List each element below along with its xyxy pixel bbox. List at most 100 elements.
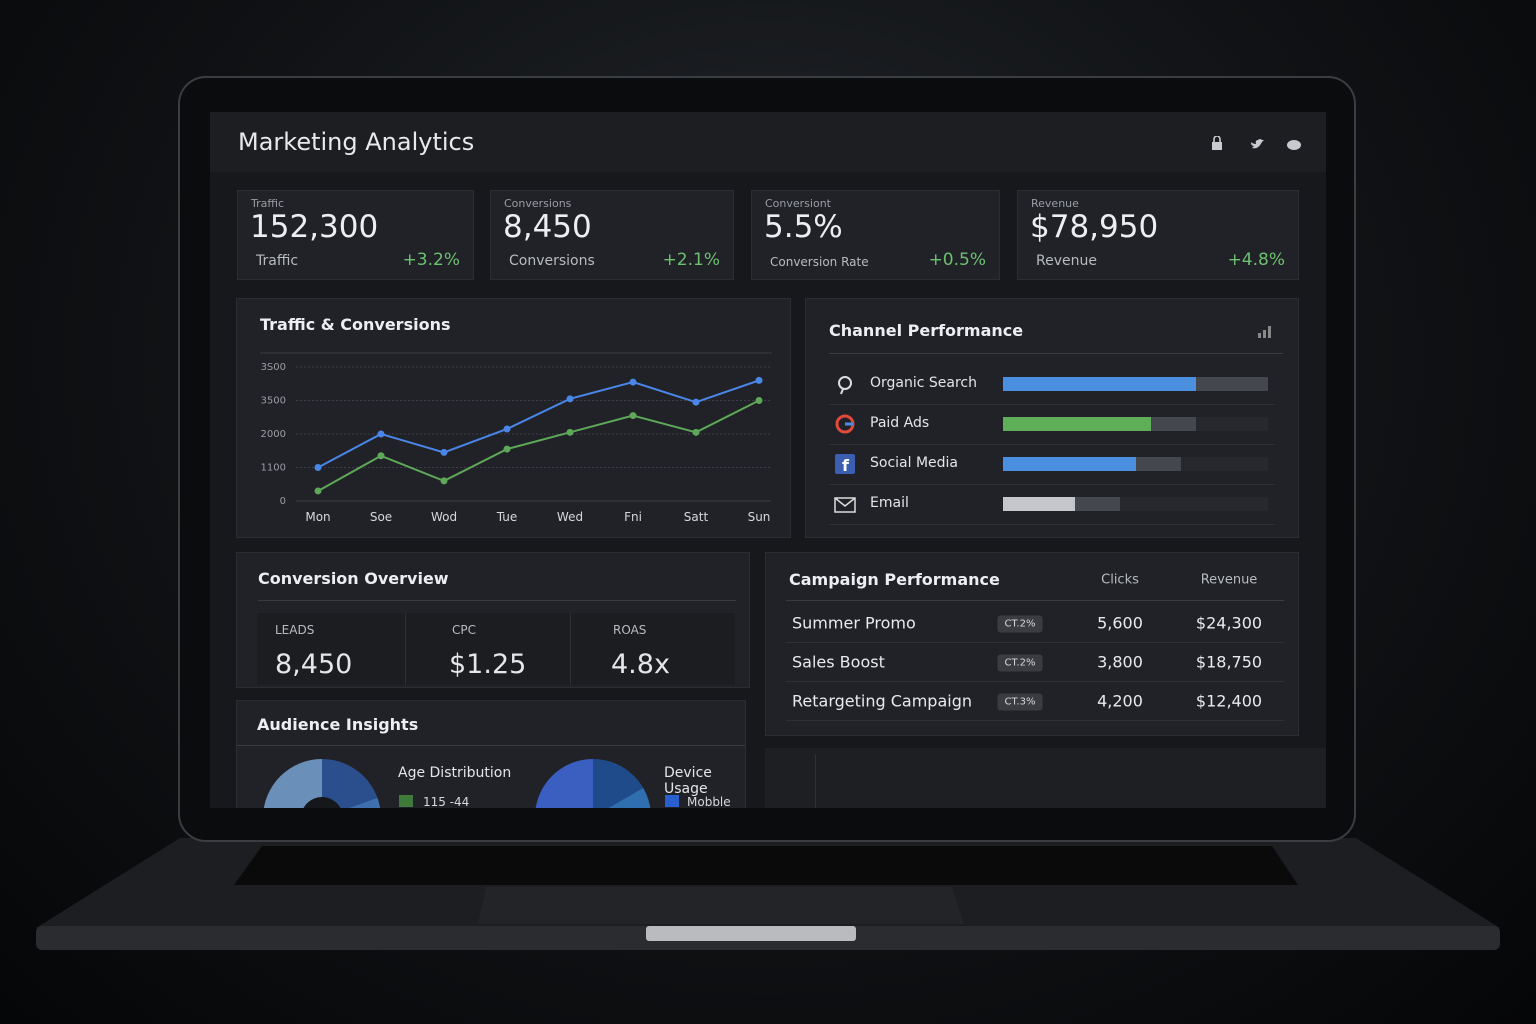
device-donut [535,759,651,808]
point [692,398,700,406]
title-rule [237,745,745,746]
ctr-badge: CT.2% [997,615,1043,633]
y-tick-label: 2000 [261,429,286,440]
row-separator [829,444,1275,445]
point [503,445,511,453]
metric-value: 8,450 [275,649,353,680]
age-donut [263,759,381,808]
x-tick-label: Sun [748,510,771,524]
row-separator [829,524,1275,525]
point [692,428,700,436]
column-header: Revenue [1200,572,1258,588]
metric-label: ROAS [613,623,647,637]
kpi-label: Revenue [1031,197,1079,210]
x-tick-label: Satt [684,510,709,524]
kpi-caption: Traffic [256,253,299,269]
bar-secondary [1196,377,1268,391]
point [377,430,385,438]
campaign-name: Retargeting Campaign [792,691,972,711]
metric-value: $1.25 [449,649,527,680]
ctr-badge: CT.2% [997,654,1043,672]
chart-title: Device Usage [664,765,712,797]
panel-title: Campaign Performance [789,570,1000,589]
column-header: Clicks [1101,572,1139,588]
kpi-value: 5.5% [764,209,843,245]
metrics-strip [257,613,735,685]
bar [1003,417,1152,431]
panel-title: Audience Insights [257,715,419,734]
bar [1003,497,1075,511]
kpi-caption: Revenue [1036,253,1097,269]
x-tick-label: Fni [624,510,642,524]
kpi-value: 152,300 [250,209,379,245]
point [629,378,637,386]
row-separator [829,404,1275,405]
point [440,477,448,485]
kpi-card: Traffic 152,300 Traffic +3.2% [237,190,474,280]
row-separator [829,484,1275,485]
series-line [317,399,760,492]
channel-label: Paid Ads [870,415,930,431]
x-tick-label: Wod [431,510,457,524]
audience-panel: Audience Insights Age Distribution 115 -… [236,700,746,808]
channel-label: Email [870,495,909,511]
title-rule [258,600,736,601]
row-separator [786,642,1284,643]
kpi-value: $78,950 [1030,209,1159,245]
clicks: 5,600 [1097,613,1143,633]
screen: Marketing Analytics Traffic 152,300 Traf… [210,112,1326,808]
y-tick-label: 1100 [261,463,286,474]
kpi-change: +3.2% [402,250,460,270]
legend-label: 115 -44 [423,795,470,808]
line-chart: Traffic & Conversions 0 1100 2000 3500 3S00 M… [260,315,772,524]
kpi-label: Conversiont [765,197,831,210]
title-rule [829,353,1283,354]
empty-region [765,748,1326,808]
ctr-badge: CT.3% [997,693,1043,711]
campaign-name: Summer Promo [792,613,916,633]
kpi-card: Conversiont 5.5% Conversion Rate +0.5% [751,190,1000,280]
x-tick-label: Soe [370,510,392,524]
channel-panel: Channel Performance f Organic Search Paid… [805,298,1299,538]
kpi-caption: Conversion Rate [770,255,869,269]
kpi-change: +4.8% [1227,250,1285,270]
point [566,428,574,436]
kpi-card: Conversions 8,450 Conversions +2.1% [490,190,734,280]
point [440,448,448,456]
panel-title: Conversion Overview [258,569,449,588]
metric-label: LEADS [275,623,315,637]
point [755,397,763,404]
conversion-panel: Conversion Overview LEADS 8,450 CPC $1.2… [236,552,750,688]
bar-secondary [1151,417,1197,431]
bar-secondary [1074,497,1120,511]
kpi-label: Conversions [504,197,572,210]
metric-value: 4.8x [611,649,670,680]
point [503,425,511,433]
bar-secondary [1135,457,1181,471]
clicks: 4,200 [1097,691,1143,711]
point [314,487,322,495]
series-line [317,379,760,469]
channel-label: Social Media [870,455,959,471]
signal-icon [1258,326,1271,338]
kpi-card: Revenue $78,950 Revenue +4.8% [1017,190,1299,280]
bar [1003,457,1136,471]
legend-swatch [665,795,679,807]
row-separator [786,681,1284,682]
channel-icons: f [834,376,856,513]
header-icons[interactable] [1210,136,1305,154]
y-tick-label: 3S00 [261,362,286,373]
header-title: Marketing Analytics [238,128,475,156]
kpi-value: 8,450 [503,209,592,245]
svg-text:f: f [842,456,850,475]
header-bar: Marketing Analytics [210,112,1326,172]
y-tick-label: 3500 [261,396,286,407]
legend-swatch [399,795,413,807]
legend-label: Mobble [687,795,731,808]
channel-label: Organic Search [870,375,978,391]
y-tick-label: 0 [280,496,286,507]
chart-title: Age Distribution [398,765,512,781]
metric-label: CPC [452,623,476,637]
point [755,376,763,384]
